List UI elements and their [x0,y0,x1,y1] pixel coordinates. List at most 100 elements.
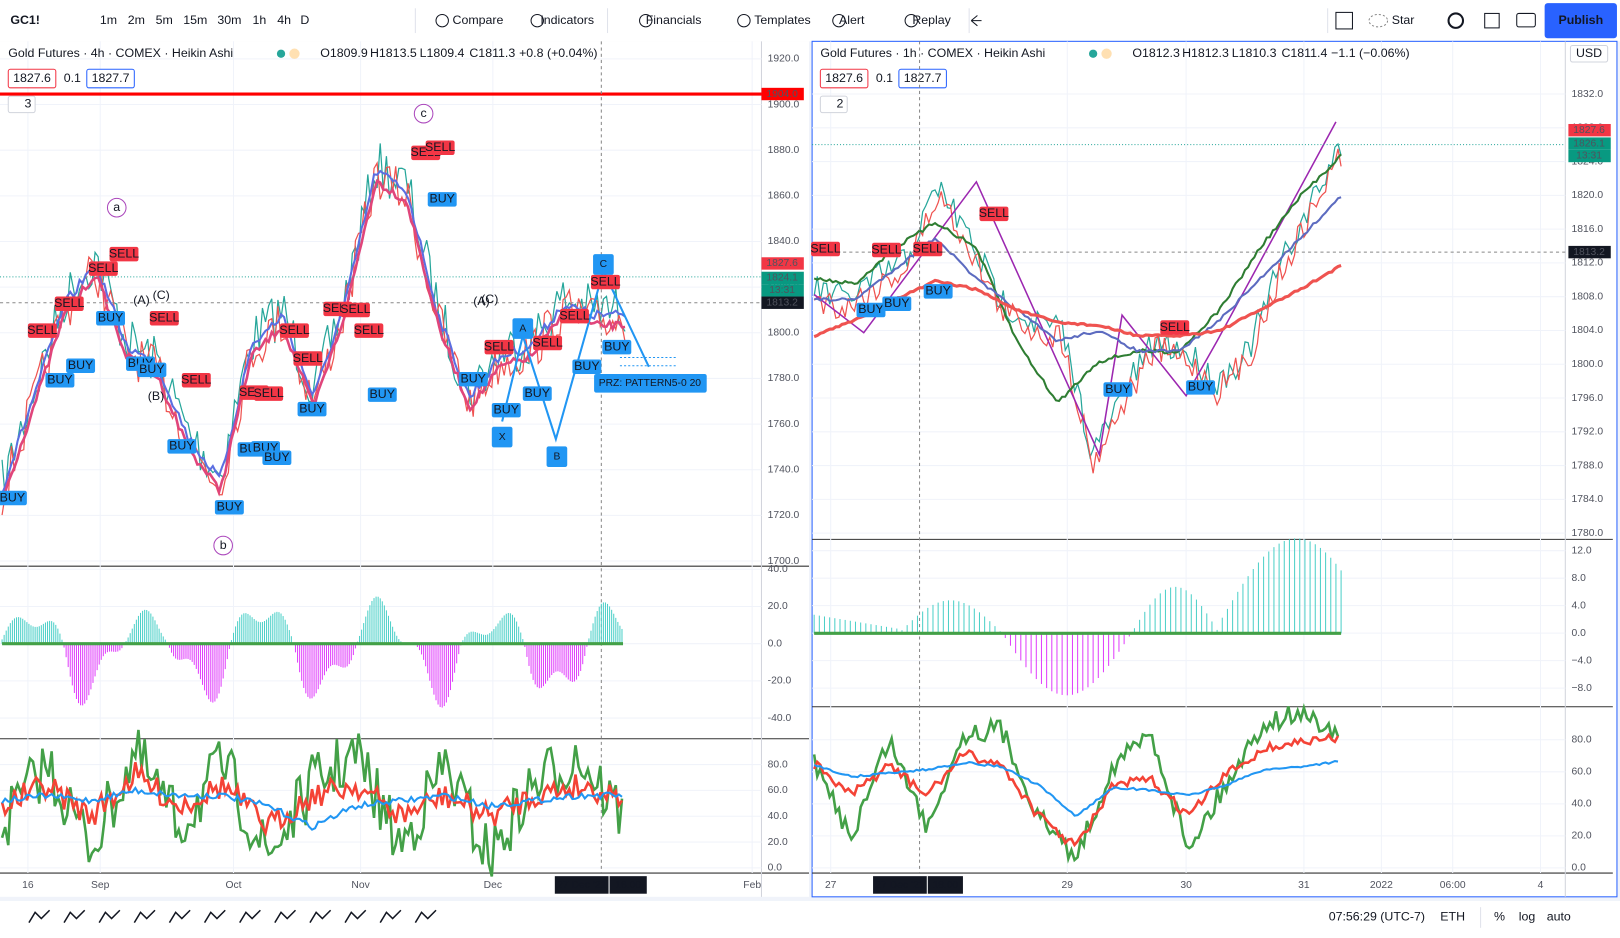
interval[interactable]: 15m [183,13,207,27]
osc-tick: −4.0 [1571,655,1592,666]
ohlc-value: −1.1 (−0.06%) [1331,46,1409,60]
signal-box [872,242,901,258]
publish-button [1544,3,1617,39]
signal-box [279,323,309,338]
signal-label: SELL [293,351,323,365]
toolbar-button[interactable]: Replay [912,13,951,27]
price-label-bg [761,271,804,285]
price-pill-label[interactable]: 1827.7 [904,71,942,85]
osc-tick: 80.0 [768,759,788,770]
toolbar-button[interactable]: Compare [453,13,504,27]
currency[interactable]: USD [1576,46,1602,60]
price-label: 1824.1 [766,273,798,284]
chart-title: Gold Futures · 4h · COMEX · Heikin Ashi [8,46,233,60]
price-label: 1827.6 [766,258,798,269]
signal-box [559,308,589,324]
price-label: 1904.0 [766,89,798,100]
signal-box [96,310,126,326]
candles-red [813,148,1342,474]
signal-label: BUY [460,371,485,385]
cloud-icon [1368,13,1389,28]
symbol[interactable]: GC1! [10,13,40,27]
signal-box [1186,380,1216,395]
ma-blue [813,196,1342,354]
price-tick: 1800.0 [768,328,800,339]
osc-tick: 20.0 [768,837,788,848]
price-label-bg [761,296,804,309]
status-bar [0,900,1620,938]
signal-box [109,246,139,262]
pattern-point [491,426,513,448]
signal-box [181,372,211,388]
signal-box [262,450,292,465]
signal-label: BUY [525,386,550,400]
interval[interactable]: 2m [128,13,145,27]
collapse-count[interactable]: 2 [837,97,844,111]
signal-box [149,310,179,326]
ohlc-value: C1811.4 [1281,46,1327,60]
signal-box [425,140,455,155]
osc-tick: -40.0 [768,713,792,724]
time-tick: Nov [351,880,370,891]
interval[interactable]: 1m [100,13,117,27]
drawing-tool-icon [274,909,297,924]
price-pill-label[interactable]: 1827.6 [13,71,51,85]
ohlc-value: +0.8 (+0.04%) [519,46,597,60]
time-tick: Sep [91,880,110,891]
signal-label: SELL [913,241,943,255]
signal-label: BUY [574,359,599,373]
price-tick: 1832.0 [1571,89,1603,100]
prz-label: PRZ: PATTERN5-0 20 [599,378,702,389]
publish-label[interactable]: Publish [1558,13,1603,27]
osc-tick: 40.0 [768,811,788,822]
signal-label: SELL [810,241,840,255]
interval[interactable]: 4h [277,13,291,27]
osc-tick: 20.0 [768,601,788,612]
signal-box [27,323,57,338]
price-tick: 1780.0 [1571,528,1603,539]
signal-label: BUY [884,296,909,310]
signal-label: BUY [68,358,93,372]
toolbar-button[interactable]: Alert [839,13,865,27]
interval[interactable]: 1h [252,13,266,27]
time-tick: Dec [484,880,502,891]
toolbar-button[interactable]: Indicators [540,13,594,27]
price-tick: 1700.0 [768,556,800,567]
signal-label: BUY [139,362,164,376]
price-label-bg [1568,245,1611,259]
toolbar-icon [639,13,653,28]
scale-option[interactable]: auto [1547,910,1571,924]
wave-label: a [113,200,120,214]
toolbar-icon [904,13,918,28]
ohlc-value: L1809.4 [420,46,465,60]
status-dot [276,49,286,58]
toolbar-button[interactable]: Templates [754,13,810,27]
top-toolbar [0,0,1620,42]
scale-option[interactable]: % [1494,910,1505,924]
drawing-tool-icon [203,909,226,924]
price-label: 1813.2 [766,297,798,308]
signal-box [913,241,943,257]
scale-option[interactable]: log [1519,910,1536,924]
layout-name[interactable]: Star [1392,13,1415,27]
signal-box [88,261,118,276]
collapse-button [7,95,36,114]
interval[interactable]: 30m [217,13,241,27]
drawing-tool-icon [133,909,156,924]
toolbar-button[interactable]: Financials [646,13,702,27]
signal-box [484,339,514,355]
right-pane-border [811,40,1618,898]
price-tick: 1808.0 [1571,291,1603,302]
price-pill-label[interactable]: 1827.7 [92,71,130,85]
interval[interactable]: D [300,13,309,27]
session[interactable]: ETH [1440,910,1465,924]
signal-box [254,386,284,401]
interval[interactable]: 5m [156,13,173,27]
ohlc-value: H1813.5 [370,46,417,60]
collapse-count[interactable]: 3 [24,97,31,111]
signal-label: SELL [979,206,1009,220]
price-label-bg [761,87,804,101]
wave-label: (C) [153,288,170,302]
price-pill-label[interactable]: 1827.6 [825,71,863,85]
spread: 0.1 [64,71,81,85]
